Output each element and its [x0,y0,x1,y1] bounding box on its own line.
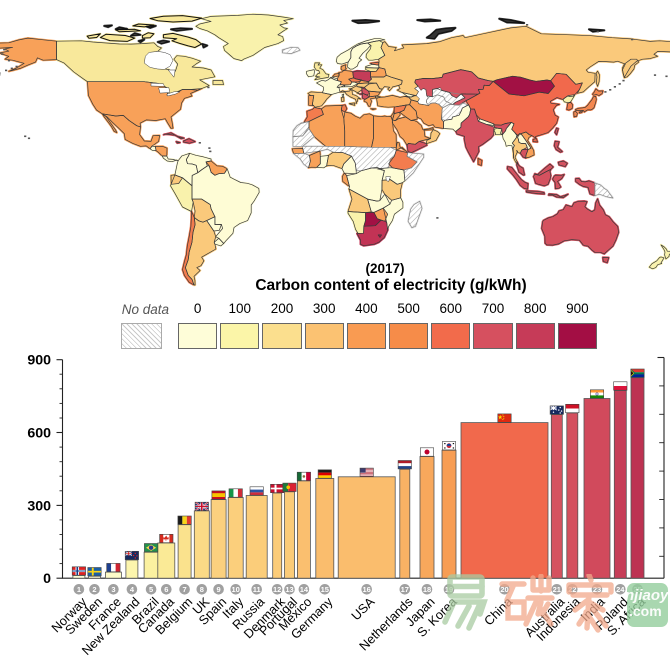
svg-text:6: 6 [164,585,168,594]
svg-text:12: 12 [273,585,281,594]
svg-text:23: 23 [593,585,601,594]
svg-text:1: 1 [77,585,81,594]
svg-text:5: 5 [149,585,153,594]
svg-text:24: 24 [616,585,625,594]
svg-text:7: 7 [183,585,187,594]
svg-text:20: 20 [500,585,508,594]
svg-text:11: 11 [253,585,261,594]
svg-text:17: 17 [401,585,409,594]
svg-text:9: 9 [217,585,221,594]
svg-text:USA: USA [348,594,378,624]
svg-text:600: 600 [27,426,51,442]
svg-text:3: 3 [111,585,115,594]
svg-text:2: 2 [92,585,96,594]
svg-text:21: 21 [553,585,561,594]
svg-text:300: 300 [27,498,51,514]
svg-text:0: 0 [43,571,51,587]
svg-text:18: 18 [423,585,431,594]
svg-text:10: 10 [232,585,240,594]
svg-text:14: 14 [300,585,309,594]
svg-text:8: 8 [200,585,204,594]
svg-text:900: 900 [27,353,51,369]
svg-text:16: 16 [363,585,371,594]
svg-text:22: 22 [568,585,576,594]
svg-text:13: 13 [285,585,293,594]
svg-text:15: 15 [321,585,329,594]
svg-text:4: 4 [130,585,135,594]
